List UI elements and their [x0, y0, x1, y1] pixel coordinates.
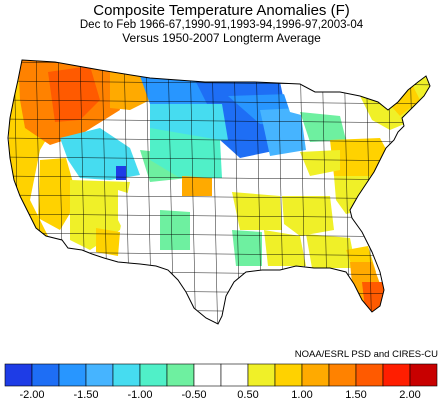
division-line [8, 156, 430, 162]
legend-tick-label: -1.00 [127, 389, 152, 401]
division-line [0, 328, 443, 332]
legend-tick-label: 2.00 [399, 389, 420, 401]
legend-swatch [166, 363, 195, 387]
division-line [8, 99, 430, 105]
legend-swatch [139, 363, 168, 387]
division-line [8, 137, 430, 143]
anomaly-shading [8, 60, 430, 324]
legend-swatch [112, 363, 141, 387]
legend-swatch [382, 363, 411, 387]
legend-tick-label: -0.50 [181, 389, 206, 401]
legend-swatches [4, 363, 438, 387]
legend-labels: -2.00 -1.50 -1.00 -0.50 0.50 1.00 1.50 2.00 [19, 389, 420, 401]
data-credit: NOAA/ESRL PSD and CIRES-CU [294, 349, 438, 360]
us-anomaly-map [0, 48, 443, 348]
legend-swatch [328, 363, 357, 387]
legend-swatch [4, 363, 33, 387]
color-legend: -2.00 -1.50 -1.00 -0.50 0.50 1.00 1.50 2.00 [4, 363, 438, 401]
legend-tick-label: -1.50 [73, 389, 98, 401]
legend-tick-label: 1.50 [345, 389, 366, 401]
legend-swatch [355, 363, 384, 387]
division-line [387, 60, 395, 324]
map-title: Composite Temperature Anomalies (F) [93, 2, 350, 19]
legend-swatch [193, 363, 222, 387]
legend-swatch [409, 363, 438, 387]
legend-tick-label: -2.00 [19, 389, 44, 401]
division-line [432, 48, 438, 348]
legend-swatch [274, 363, 303, 387]
legend-swatch [301, 363, 330, 387]
legend-swatch [220, 363, 249, 387]
legend-tick-label: 0.50 [237, 389, 258, 401]
legend-swatch [31, 363, 60, 387]
legend-tick-label: 1.00 [291, 389, 312, 401]
legend-swatch [85, 363, 114, 387]
map-reference-period: Versus 1950-2007 Longterm Average [122, 31, 321, 45]
division-line [189, 60, 197, 324]
division-line [211, 60, 219, 324]
legend-swatch [247, 363, 276, 387]
map-subtitle: Dec to Feb 1966-67,1990-91,1993-94,1996-… [79, 19, 364, 31]
division-line [8, 118, 430, 124]
legend-swatch [58, 363, 87, 387]
